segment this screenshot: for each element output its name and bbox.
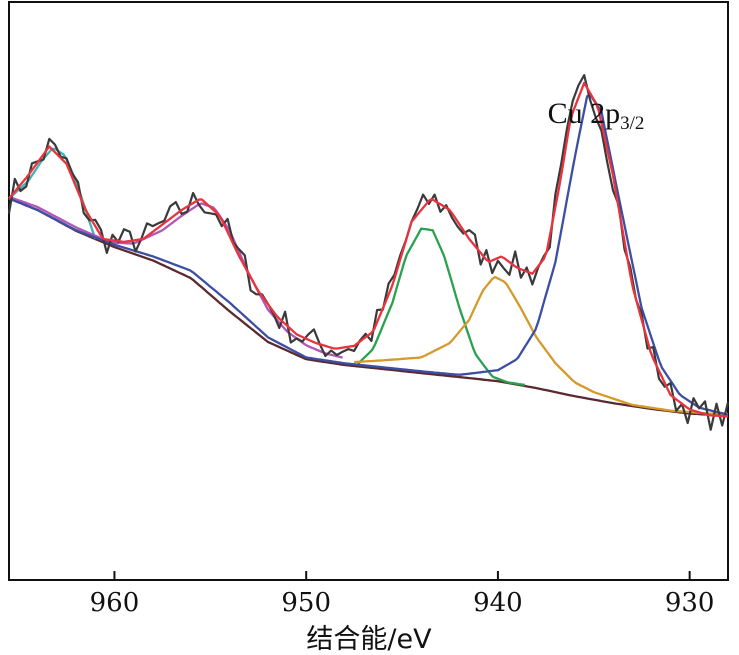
series-line-component-satellite-1 <box>354 275 729 416</box>
x-tick-label-960: 960 <box>90 588 140 618</box>
series-line-fit-envelope <box>8 81 729 418</box>
series-line-component-satellite-3 <box>8 147 97 240</box>
x-axis-title: 结合能/eV <box>306 624 432 655</box>
x-tick-label-950: 950 <box>281 588 331 618</box>
series-line-component-satellite-4 <box>8 195 343 359</box>
x-tick-label-940: 940 <box>473 588 523 618</box>
series-line-background <box>8 197 729 417</box>
peak-annotation: Cu 2p3/2 <box>548 97 645 134</box>
x-tick-label-930: 930 <box>665 588 715 618</box>
peak-annotation-main: Cu 2p <box>548 97 621 130</box>
x-axis-ticks: 960 950 940 930 <box>90 571 715 618</box>
series-line-component-cu2p3-2 <box>8 93 729 416</box>
series-line-component-satellite-2 <box>357 227 525 387</box>
peak-annotation-subscript: 3/2 <box>620 113 644 134</box>
plot-frame <box>8 1 729 581</box>
series-line-raw <box>7 74 730 431</box>
series-layer <box>7 74 730 431</box>
